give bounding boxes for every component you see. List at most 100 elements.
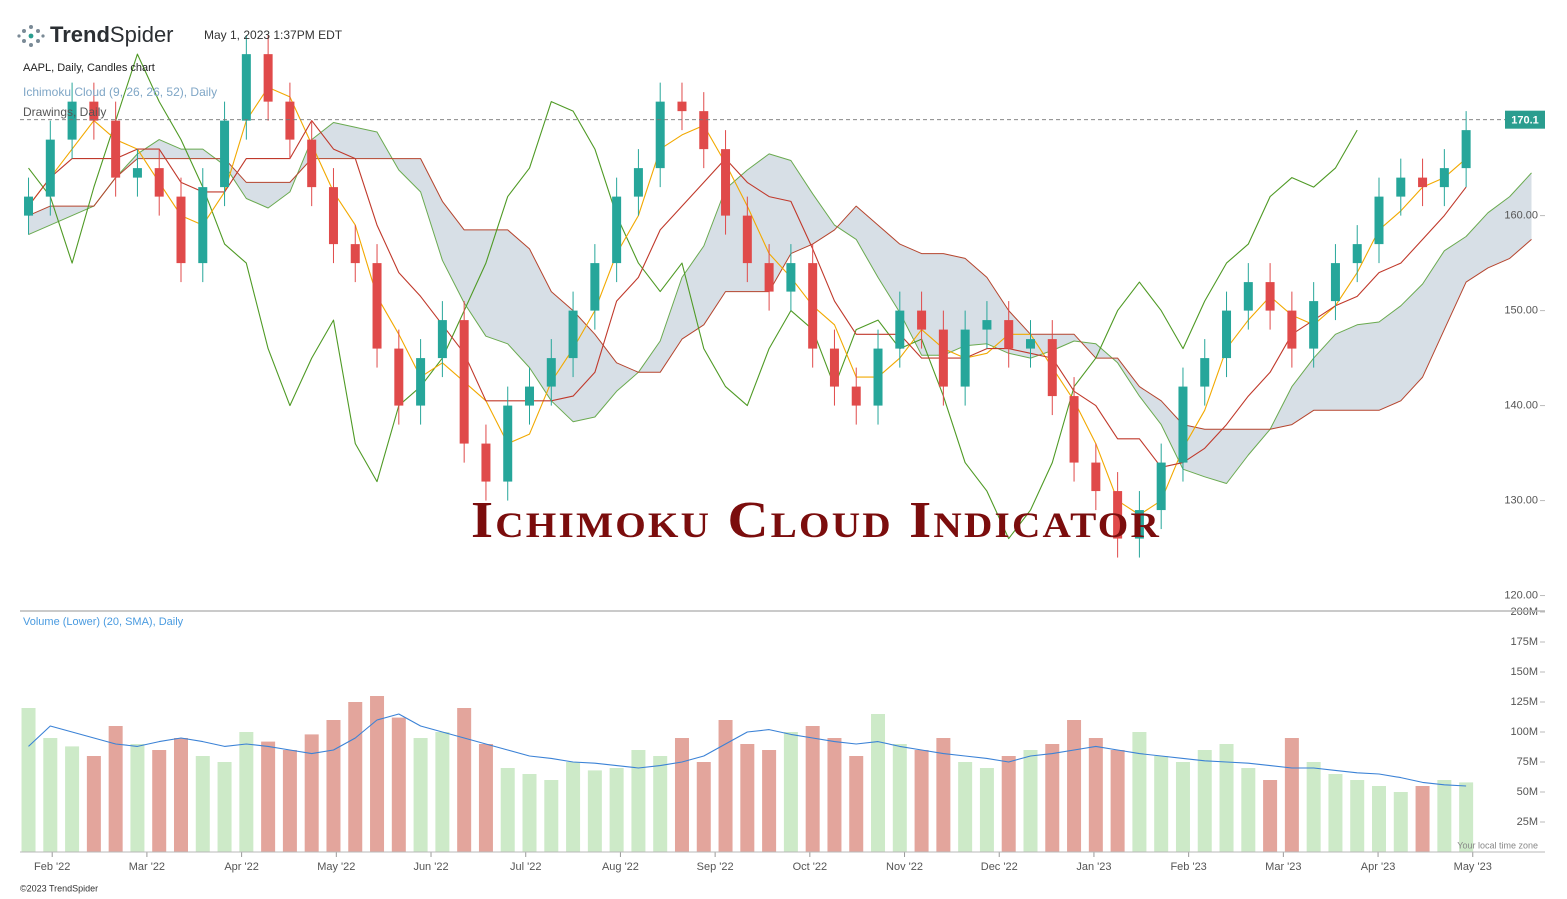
candle-body <box>67 101 77 140</box>
indicator-label: Ichimoku Cloud (9, 26, 26, 52), Daily <box>23 85 217 99</box>
volume-bar <box>1023 750 1038 852</box>
volume-bar <box>1175 762 1190 852</box>
candle-body <box>895 310 905 349</box>
volume-bar <box>65 746 80 852</box>
candle-body <box>568 310 578 359</box>
volume-bar <box>936 738 951 852</box>
x-tick-label: Feb '22 <box>34 861 70 873</box>
y-tick-label: 25M <box>1517 816 1538 828</box>
candle-body <box>590 263 600 311</box>
logo-dot <box>22 29 26 33</box>
candle-body <box>982 320 992 330</box>
volume-bar <box>1350 780 1365 852</box>
span-a-line <box>28 122 1532 484</box>
logo-dot <box>41 34 45 38</box>
candle-body <box>677 101 687 112</box>
candle-body <box>394 348 404 406</box>
y-tick-label: 150M <box>1510 666 1538 678</box>
volume-bar <box>1045 744 1060 852</box>
overlay-title: Ichimoku Cloud Indicator <box>471 492 1161 549</box>
volume-bar <box>914 750 929 852</box>
volume-bar <box>370 696 385 852</box>
logo-dot <box>28 33 34 39</box>
volume-bar <box>544 780 559 852</box>
volume-bar <box>261 741 276 852</box>
volume-bar <box>783 732 798 852</box>
x-tick-label: Apr '23 <box>1361 861 1396 873</box>
candle-body <box>1265 282 1275 311</box>
y-tick-label: 150.00 <box>1504 305 1538 317</box>
volume-bar <box>195 756 210 852</box>
candle-body <box>960 329 970 387</box>
volume-bar <box>173 738 188 852</box>
volume-bar <box>1001 756 1016 852</box>
volume-bar <box>108 726 123 852</box>
candle-body <box>328 187 338 245</box>
volume-bar <box>1154 756 1169 852</box>
candle-body <box>525 386 535 406</box>
y-tick-label: 175M <box>1510 636 1538 648</box>
candle-body <box>154 168 164 197</box>
timestamp: May 1, 2023 1:37PM EDT <box>204 28 343 42</box>
volume-bar <box>1067 720 1082 852</box>
candle-body <box>481 443 491 482</box>
y-tick-label: 120.00 <box>1504 589 1538 601</box>
volume-bar <box>348 702 363 852</box>
volume-bar <box>435 732 450 852</box>
candle-body <box>45 139 55 197</box>
candle-body <box>829 348 839 387</box>
volume-bar <box>805 726 820 852</box>
candle-body <box>198 187 208 264</box>
volume-bar <box>762 750 777 852</box>
candle-body <box>1352 244 1362 264</box>
volume-bar <box>86 756 101 852</box>
volume-bar <box>326 720 341 852</box>
candle-body <box>1004 320 1014 349</box>
x-tick-label: Sep '22 <box>697 861 734 873</box>
candle-body <box>220 120 230 188</box>
volume-bar <box>478 744 493 852</box>
candle-body <box>1309 301 1319 349</box>
volume-bar <box>152 750 167 852</box>
x-tick-label: May '23 <box>1454 861 1492 873</box>
volume-bar <box>674 738 689 852</box>
volume-bar <box>239 732 254 852</box>
candle-body <box>633 168 643 197</box>
candle-body <box>1156 462 1166 511</box>
candle-body <box>1069 396 1079 463</box>
last-price-tag <box>1505 110 1545 129</box>
drawings-label: Drawings, Daily <box>23 105 106 119</box>
volume-bar <box>1241 768 1256 852</box>
last-price-label: 170.1 <box>1511 115 1539 127</box>
volume-bar <box>653 756 668 852</box>
candle-body <box>241 54 251 121</box>
logo-icon <box>17 25 45 47</box>
candle-body <box>1418 177 1428 188</box>
x-tick-label: Oct '22 <box>793 861 828 873</box>
y-tick-label: 130.00 <box>1504 494 1538 506</box>
candle-body <box>1287 310 1297 349</box>
volume-bar <box>1393 792 1408 852</box>
brand-bold: Trend <box>50 22 110 47</box>
candle-body <box>1374 196 1384 245</box>
candle-body <box>285 101 295 140</box>
candle-body <box>307 139 317 188</box>
volume-bar <box>500 768 515 852</box>
candle-body <box>1091 462 1101 492</box>
volume-bar <box>740 744 755 852</box>
x-tick-label: Jul '22 <box>510 861 541 873</box>
volume-bar <box>217 762 232 852</box>
candle-body <box>938 329 948 387</box>
copyright: ©2023 TrendSpider <box>20 883 98 893</box>
volume-bar <box>631 750 646 852</box>
candle-body <box>764 263 774 292</box>
candle-body <box>1461 130 1471 169</box>
y-tick-label: 75M <box>1517 756 1538 768</box>
volume-bar <box>1372 786 1387 852</box>
volume-bar <box>871 714 886 852</box>
volume-bar <box>1132 732 1147 852</box>
volume-bar <box>130 744 145 852</box>
candle-body <box>111 120 121 178</box>
volume-bar <box>1328 774 1343 852</box>
